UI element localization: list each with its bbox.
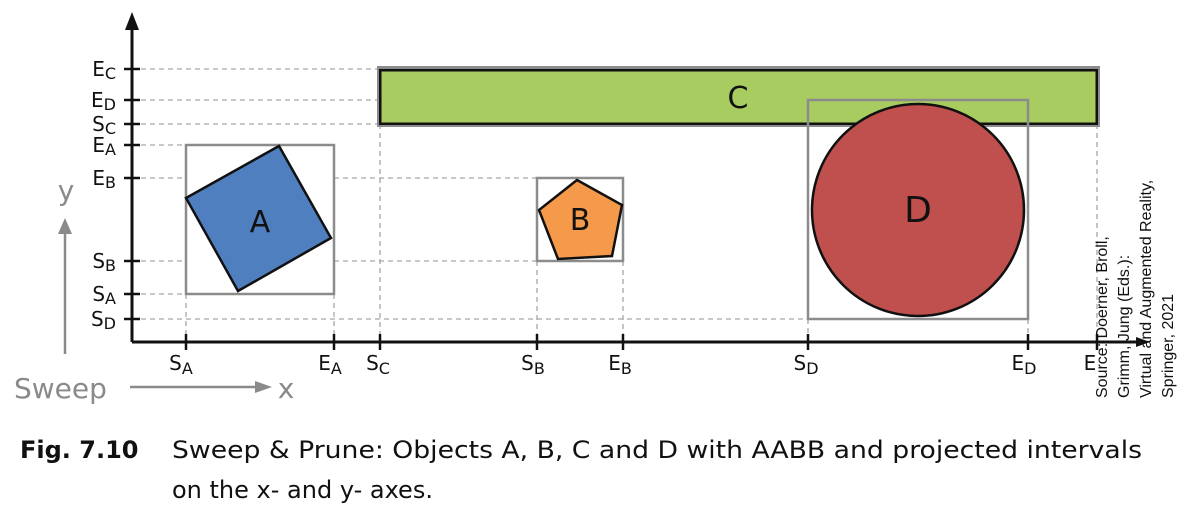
object-b-aabb — [535, 176, 625, 263]
object-d: D — [806, 98, 1030, 321]
x-tick-label-ed: ED — [1012, 351, 1037, 378]
y-tick-label-eb: EB — [92, 166, 116, 192]
object-a-shape — [184, 144, 333, 293]
x-tick-labels: SA EA SC SB EB SD ED E — [169, 351, 1096, 378]
x-sweep-arrowhead — [255, 381, 272, 393]
x-sweep-arrow: Sweep x — [14, 372, 294, 405]
y-sweep-arrow: y — [58, 174, 75, 354]
y-tick-labels: EC ED SC EA EB SB SA SD — [91, 57, 116, 333]
y-axis-word: y — [58, 174, 75, 207]
y-tick-label-sb: SB — [92, 249, 116, 275]
source-line-4: Springer, 2021 — [1160, 294, 1177, 398]
caption-line-2: on the x- and y- axes. — [172, 476, 433, 504]
x-tick-label-sd: SD — [793, 351, 818, 378]
object-b-shape — [537, 178, 624, 261]
y-tick-label-ed: ED — [91, 88, 116, 114]
object-d-label: D — [904, 190, 932, 231]
object-c-aabb — [377, 66, 1100, 127]
figure-caption: Fig. 7.10 Sweep & Prune: Objects A, B, C… — [20, 436, 1142, 504]
caption-figure-number: Fig. 7.10 — [20, 436, 139, 464]
sweep-label: Sweep — [14, 372, 107, 405]
y-sweep-arrowhead — [58, 218, 72, 234]
x-tick-label-sb: SB — [521, 351, 545, 378]
source-line-2: Grimm, Jung (Eds.): — [1116, 255, 1133, 398]
object-a: A — [184, 143, 336, 296]
y-tick-marks — [124, 67, 140, 321]
x-axis-word: x — [278, 372, 295, 405]
y-tick-label-ea: EA — [92, 133, 116, 159]
axes — [125, 12, 1150, 347]
x-tick-marks — [184, 334, 1099, 350]
source-credit: Source: Doerner, Broll, Grimm, Jung (Eds… — [1094, 175, 1177, 398]
y-tick-label-sa: SA — [92, 282, 116, 308]
y-tick-label-sc: SC — [92, 112, 116, 138]
object-b-label: B — [570, 203, 591, 238]
y-axis-arrowhead — [125, 12, 139, 30]
x-tick-label-sa: SA — [169, 351, 193, 378]
x-tick-label-eb: EB — [608, 351, 632, 378]
object-c: C — [377, 66, 1100, 127]
object-d-shape — [810, 102, 1026, 318]
caption-line-1: Sweep & Prune: Objects A, B, C and D wit… — [172, 436, 1142, 464]
object-a-aabb — [184, 143, 336, 296]
source-line-1: Source: Doerner, Broll, — [1094, 236, 1111, 398]
y-tick-label-ec: EC — [92, 57, 116, 83]
object-c-shape — [378, 68, 1099, 126]
object-a-label: A — [250, 205, 271, 240]
x-tick-label-sc: SC — [366, 351, 390, 378]
object-c-label: C — [728, 81, 749, 116]
object-d-aabb — [806, 98, 1030, 321]
y-tick-label-sd: SD — [91, 307, 116, 333]
x-tick-label-ea: EA — [318, 351, 342, 378]
x-tick-label-e: E — [1084, 351, 1097, 375]
x-axis-arrowhead — [1136, 337, 1150, 347]
object-b: B — [535, 176, 625, 263]
source-line-3: Virtual and Augmented Reality, — [1138, 180, 1155, 398]
